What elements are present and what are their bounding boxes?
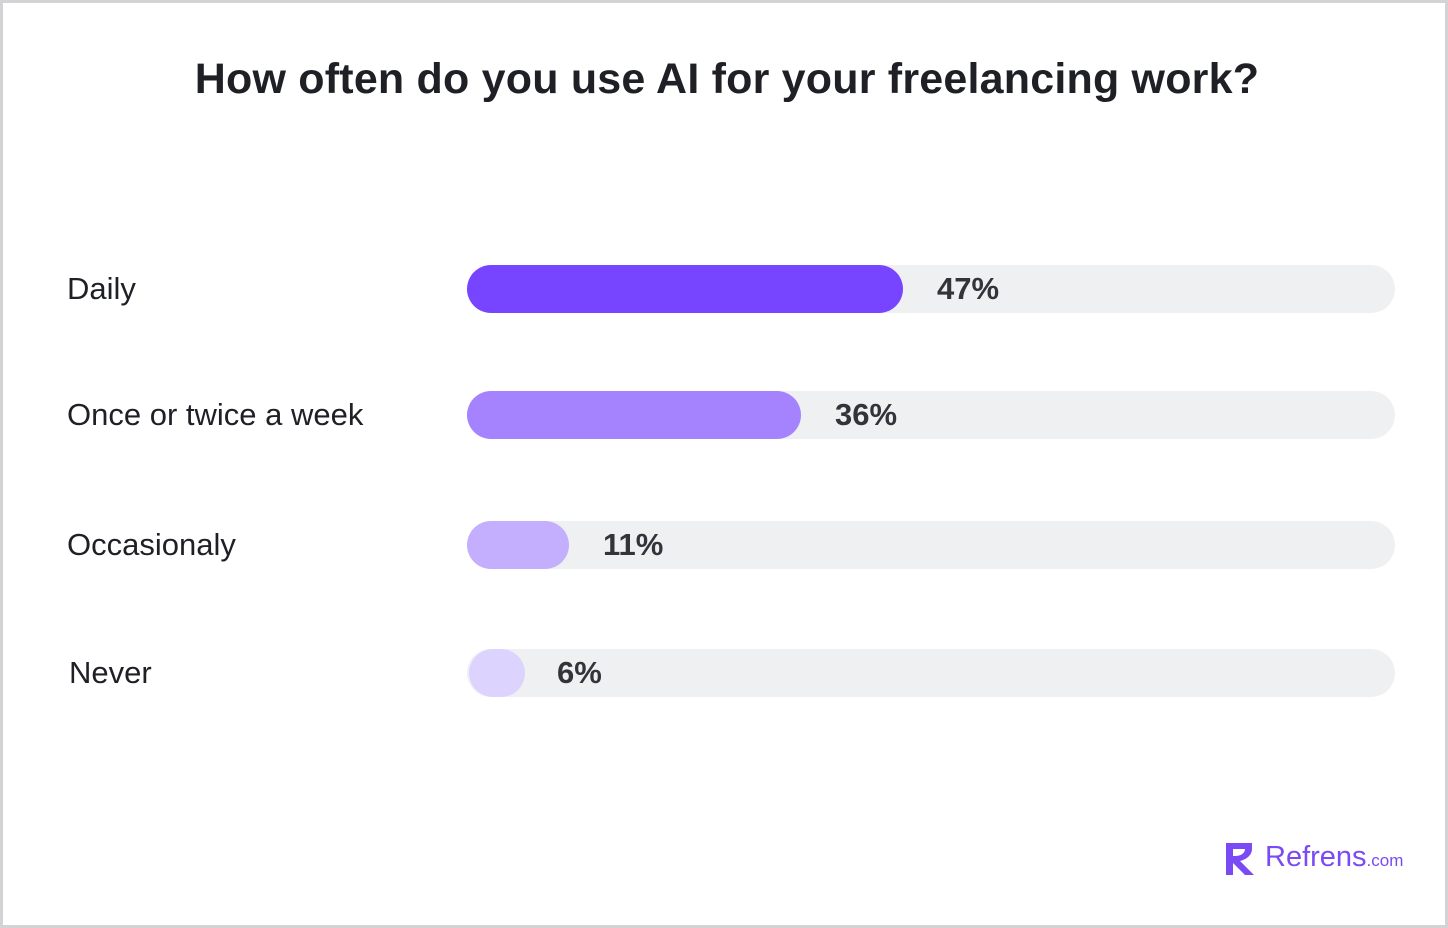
category-label: Once or twice a week bbox=[67, 397, 364, 432]
bar-row: Never 6% bbox=[3, 649, 1448, 697]
bar-track: 47% bbox=[467, 265, 1395, 313]
logo-suffix: .com bbox=[1366, 851, 1404, 870]
bar-row: Daily 47% bbox=[3, 265, 1448, 313]
bar bbox=[469, 649, 525, 697]
refrens-logo[interactable]: Refrens.com bbox=[1223, 839, 1403, 879]
category-label: Occasionaly bbox=[67, 527, 236, 562]
value-label: 11% bbox=[603, 527, 664, 562]
category-label: Daily bbox=[67, 271, 136, 306]
bar-track: 36% bbox=[467, 391, 1395, 439]
bar-row: Once or twice a week 36% bbox=[3, 391, 1448, 439]
value-label: 36% bbox=[835, 397, 898, 432]
bar-track: 6% bbox=[467, 649, 1395, 697]
bar bbox=[467, 265, 903, 313]
category-label: Never bbox=[69, 655, 152, 690]
logo-wordmark: Refrens.com bbox=[1265, 837, 1403, 881]
logo-name: Refrens bbox=[1265, 841, 1367, 873]
value-label: 6% bbox=[557, 655, 602, 690]
bar bbox=[467, 391, 801, 439]
refrens-r-icon bbox=[1226, 843, 1254, 875]
bar-track: 11% bbox=[467, 521, 1395, 569]
bar-row: Occasionaly 11% bbox=[3, 521, 1448, 569]
bar bbox=[467, 521, 569, 569]
value-label: 47% bbox=[937, 271, 1000, 306]
chart-title: How often do you use AI for your freelan… bbox=[194, 55, 1260, 103]
